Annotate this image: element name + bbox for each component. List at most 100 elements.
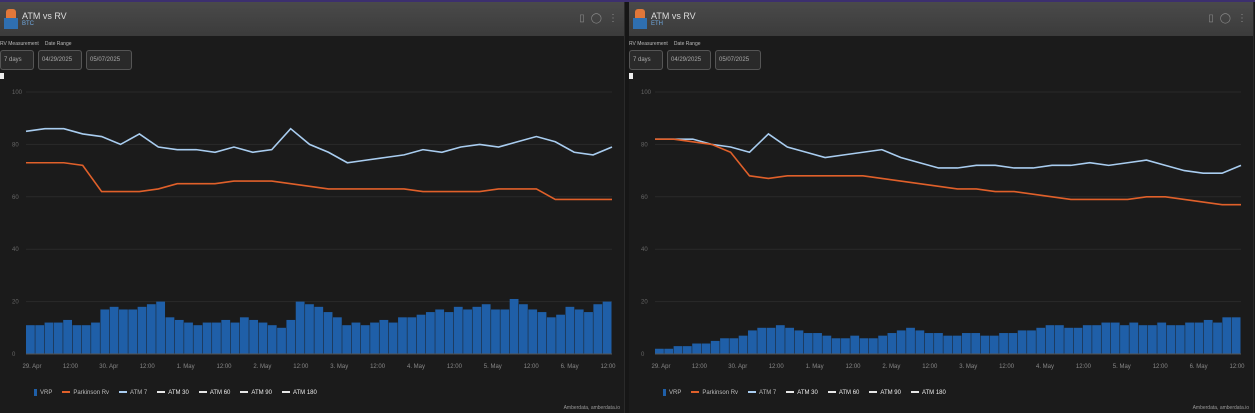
vrp-bar: [887, 333, 897, 354]
vrp-bar: [1110, 322, 1120, 354]
legend-item[interactable]: Parkinson Rv: [62, 390, 109, 396]
legend-swatch-icon: [910, 390, 919, 393]
vrp-bar: [602, 301, 612, 354]
date-to-input[interactable]: 05/07/2025: [86, 50, 132, 70]
vrp-bar: [915, 330, 925, 354]
vrp-bar: [655, 348, 664, 354]
x-tick-label: 12:00: [692, 364, 708, 370]
vrp-bar: [664, 348, 674, 354]
legend-item[interactable]: ATM 30: [157, 390, 189, 396]
vrp-bar: [109, 306, 119, 354]
legend-item[interactable]: ATM 7: [748, 390, 776, 396]
x-tick-label: 12:00: [769, 364, 785, 370]
vrp-bar: [878, 335, 888, 354]
legend-item[interactable]: ATM 60: [198, 390, 230, 396]
legend-label: ATM 180: [292, 389, 317, 396]
vrp-bar: [1036, 327, 1046, 354]
vrp-bar: [1073, 327, 1083, 354]
footer-credit: Amberdata, amberdata.io: [563, 405, 620, 411]
vrp-bar: [63, 319, 73, 354]
vrp-bar: [35, 325, 45, 354]
y-tick-label: 60: [12, 195, 19, 201]
vrp-bar: [249, 319, 259, 354]
panel-subtitle: ETH: [651, 21, 663, 27]
vrp-bar: [924, 333, 934, 354]
panel-header: ATM vs RV ETH ▯ ◯ ⋮: [629, 2, 1253, 36]
vrp-bar: [896, 330, 906, 354]
vrp-bar: [72, 325, 82, 354]
vrp-bar: [1166, 325, 1176, 354]
x-tick-label: 3. May: [330, 364, 348, 370]
vrp-bar: [212, 322, 221, 354]
y-tick-label: 40: [12, 247, 19, 253]
parkinson-rv-line: [655, 138, 1241, 206]
vrp-bar: [1064, 327, 1074, 354]
more-menu-icon[interactable]: ⋮: [1237, 13, 1247, 24]
x-tick-label: 6. May: [1190, 364, 1208, 370]
legend-item[interactable]: ATM 60: [827, 389, 860, 396]
legend-swatch-icon: [62, 390, 71, 393]
vrp-bar: [463, 309, 472, 354]
x-tick-label: 5. May: [1113, 364, 1131, 370]
legend-item[interactable]: ATM 180: [281, 389, 317, 396]
vrp-bar: [565, 306, 575, 354]
legend-item[interactable]: ATM 30: [786, 390, 818, 396]
app-logo-icon: [633, 9, 647, 29]
rv-measurement-select[interactable]: 7 days: [629, 50, 663, 70]
atm-rv-chart: 0 20 40 60 80 100 29. Apr 12:00 30. Apr 12:00 1. M…: [12, 90, 616, 370]
legend-item[interactable]: VRP: [34, 389, 52, 396]
legend-item[interactable]: ATM 7: [119, 390, 147, 396]
x-tick-label: 29. Apr: [651, 364, 670, 370]
date-to-input[interactable]: 05/07/2025: [715, 50, 761, 70]
vrp-bar: [379, 319, 389, 354]
vrp-bar: [1175, 325, 1185, 354]
vrp-bar: [230, 322, 240, 354]
vrp-bar: [202, 322, 212, 354]
vrp-bar: [174, 319, 184, 354]
legend-item[interactable]: ATM 90: [869, 390, 901, 396]
more-menu-icon[interactable]: ⋮: [608, 13, 618, 24]
vrp-bar: [91, 322, 100, 354]
vrp-bar: [673, 346, 683, 354]
collapse-marker[interactable]: [0, 73, 4, 79]
bookmark-icon[interactable]: ▯: [579, 13, 585, 24]
legend-label: ATM 60: [838, 389, 860, 396]
x-tick-label: 6. May: [561, 364, 579, 370]
app-logo-icon: [4, 9, 18, 29]
collapse-marker[interactable]: [629, 73, 633, 79]
vrp-bar: [1185, 322, 1194, 354]
vrp-bar: [934, 333, 943, 354]
vrp-bar: [952, 335, 962, 354]
legend-label: ATM 7: [759, 389, 777, 396]
y-tick-label: 60: [641, 195, 648, 201]
legend-item[interactable]: Parkinson Rv: [691, 390, 738, 396]
rv-measurement-label: RV Measurement: [629, 41, 668, 47]
info-icon[interactable]: ◯: [1219, 13, 1231, 24]
legend-swatch-icon: [869, 390, 878, 393]
x-tick-label: 12:00: [600, 364, 616, 370]
legend-item[interactable]: VRP: [663, 389, 681, 396]
vrp-bar: [165, 317, 175, 354]
vrp-bar: [1092, 325, 1101, 354]
legend-item[interactable]: ATM 90: [240, 390, 272, 396]
x-tick-label: 5. May: [484, 364, 502, 370]
x-tick-label: 12:00: [293, 364, 309, 370]
vrp-bar: [509, 298, 519, 354]
info-icon[interactable]: ◯: [590, 13, 602, 24]
chart-legend: VRP Parkinson Rv ATM 7 ATM 30 ATM 60 ATM 90 AT…: [34, 389, 317, 396]
panel-btc: ATM vs RV BTC ▯ ◯ ⋮ RV Measurement Date R…: [0, 2, 625, 413]
date-from-input[interactable]: 04/29/2025: [667, 50, 711, 70]
vrp-bar: [44, 322, 54, 354]
date-from-input[interactable]: 04/29/2025: [38, 50, 82, 70]
legend-swatch-icon: [198, 390, 207, 393]
vrp-bar: [295, 301, 305, 354]
legend-swatch-icon: [691, 390, 700, 393]
legend-item[interactable]: ATM 180: [910, 390, 946, 396]
rv-measurement-select[interactable]: 7 days: [0, 50, 34, 70]
legend-swatch-icon: [157, 390, 166, 393]
bookmark-icon[interactable]: ▯: [1208, 13, 1214, 24]
vrp-bar: [1157, 322, 1167, 354]
vrp-bar: [1027, 330, 1036, 354]
x-tick-label: 30. Apr: [99, 364, 118, 370]
vrp-bar: [803, 333, 813, 354]
